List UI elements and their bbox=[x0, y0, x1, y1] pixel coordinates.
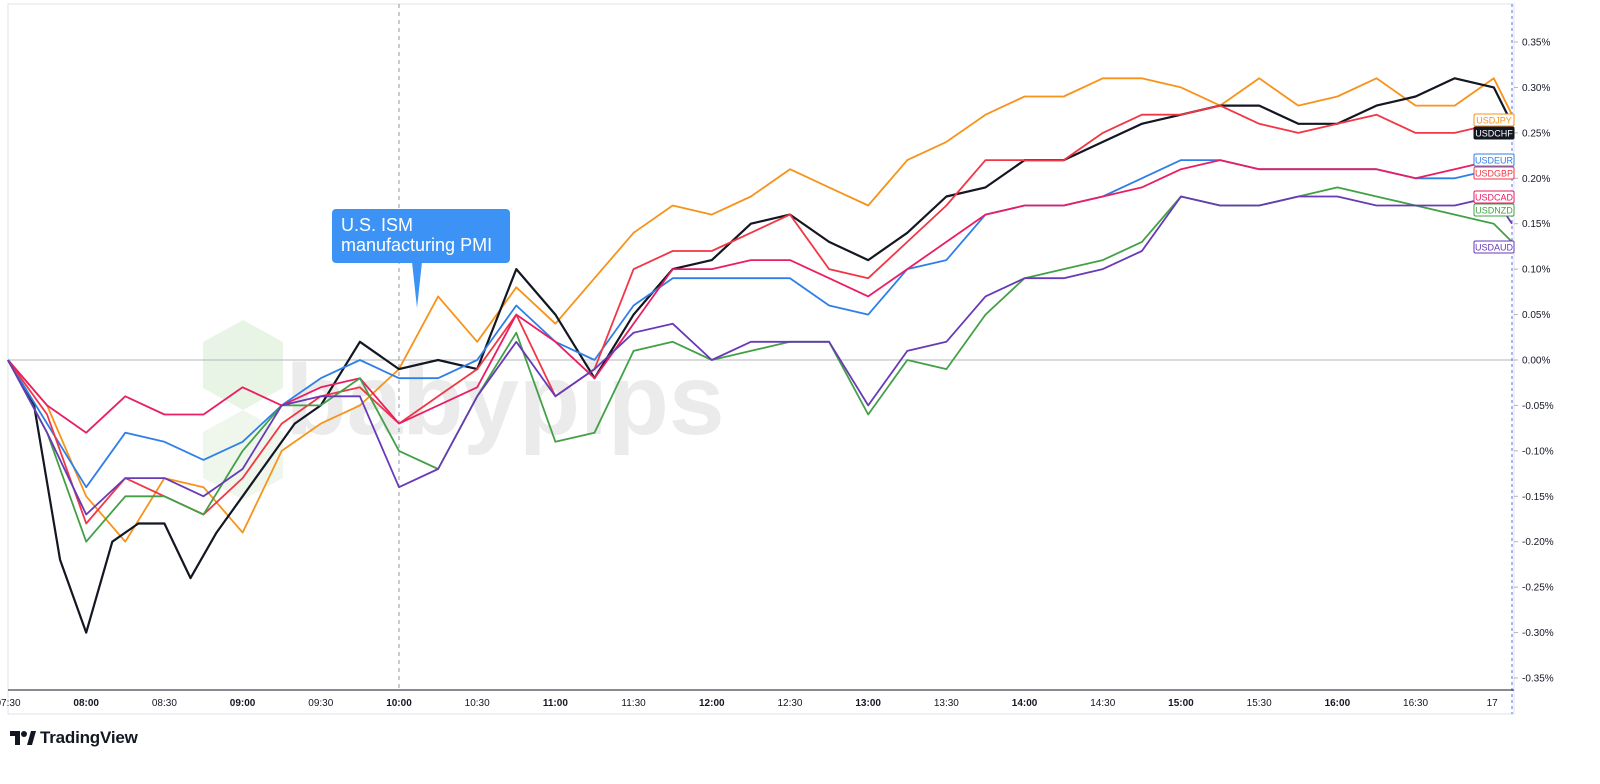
series-label-usdaud: USDAUD bbox=[1475, 243, 1514, 253]
series-label-usdnzd: USDNZD bbox=[1475, 206, 1513, 216]
x-tick-label: 10:30 bbox=[465, 698, 490, 709]
y-tick-label: -0.15% bbox=[1522, 492, 1554, 503]
watermark-hexagon-2 bbox=[203, 410, 283, 500]
x-tick-label: 10:00 bbox=[386, 698, 412, 709]
event-annotation: U.S. ISM manufacturing PMI bbox=[332, 209, 510, 263]
babypips-watermark: babypips bbox=[203, 320, 724, 500]
series-label-usdjpy: USDJPY bbox=[1476, 116, 1512, 126]
series-line-usdchf bbox=[7, 77, 1513, 634]
tradingview-brand[interactable]: TradingView bbox=[10, 728, 138, 748]
x-tick-label: 16:30 bbox=[1403, 698, 1428, 709]
x-tick-label: 14:30 bbox=[1090, 698, 1115, 709]
annotation-line-1: U.S. ISM bbox=[341, 215, 414, 235]
y-tick-label: -0.05% bbox=[1522, 401, 1554, 412]
y-tick-label: 0.10% bbox=[1522, 265, 1550, 276]
x-tick-label: 12:30 bbox=[777, 698, 802, 709]
x-tick-label: 09:00 bbox=[230, 698, 256, 709]
series-label-usdchf: USDCHF bbox=[1475, 129, 1513, 139]
series-label-box-usdjpy bbox=[1473, 113, 1515, 127]
series-label-usdgbp: USDGBP bbox=[1475, 169, 1513, 179]
series-line-usdjpy bbox=[7, 77, 1513, 543]
x-tick-label: 13:30 bbox=[934, 698, 959, 709]
y-tick-label: -0.20% bbox=[1522, 537, 1554, 548]
y-tick-label: 0.20% bbox=[1522, 174, 1550, 185]
y-tick-label: 0.15% bbox=[1522, 219, 1550, 230]
x-tick-label: 17 bbox=[1487, 698, 1499, 709]
x-tick-label: 09:30 bbox=[308, 698, 333, 709]
series-line-usdgbp bbox=[7, 104, 1513, 525]
x-tick-label: 13:00 bbox=[855, 698, 881, 709]
y-tick-label: 0.05% bbox=[1522, 310, 1550, 321]
tradingview-wordmark: TradingView bbox=[40, 728, 138, 747]
x-tick-label: 15:30 bbox=[1247, 698, 1272, 709]
series-line-usdaud bbox=[7, 195, 1513, 516]
x-tick-label: 08:00 bbox=[73, 698, 99, 709]
series-label-usdcad: USDCAD bbox=[1475, 193, 1514, 203]
x-tick-label: 11:30 bbox=[621, 698, 646, 709]
y-tick-label: 0.00% bbox=[1522, 356, 1550, 367]
series-label-box-usdcad bbox=[1473, 190, 1515, 204]
y-tick-label: 0.25% bbox=[1522, 128, 1550, 139]
watermark-hexagon bbox=[203, 320, 283, 410]
annotation-line-2: manufacturing PMI bbox=[341, 235, 493, 255]
series-label-usdeur: USDEUR bbox=[1475, 156, 1514, 166]
series-label-box-usdchf bbox=[1473, 126, 1515, 140]
x-tick-label: 14:00 bbox=[1012, 698, 1038, 709]
y-tick-label: 0.30% bbox=[1522, 83, 1550, 94]
x-tick-label: 15:00 bbox=[1168, 698, 1194, 709]
y-tick-label: -0.25% bbox=[1522, 583, 1554, 594]
x-tick-label: 16:00 bbox=[1325, 698, 1351, 709]
y-tick-label: -0.35% bbox=[1522, 674, 1554, 685]
y-tick-label: -0.10% bbox=[1522, 446, 1554, 457]
watermark-text: babypips bbox=[286, 344, 725, 456]
y-tick-label: 0.35% bbox=[1522, 38, 1550, 49]
series-label-box-usdgbp bbox=[1473, 166, 1515, 180]
x-tick-label: 08:30 bbox=[152, 698, 177, 709]
series-label-box-usdnzd bbox=[1473, 203, 1515, 217]
series-label-box-usdaud bbox=[1473, 240, 1515, 254]
x-tick-label: 07:30 bbox=[0, 698, 21, 709]
x-tick-label: 12:00 bbox=[699, 698, 725, 709]
annotation-pointer bbox=[412, 262, 422, 308]
tradingview-logo-icon bbox=[10, 731, 36, 745]
series-label-box-usdeur bbox=[1473, 153, 1515, 167]
series-line-usdcad bbox=[7, 159, 1512, 434]
y-tick-label: -0.30% bbox=[1522, 628, 1554, 639]
x-tick-label: 11:00 bbox=[543, 698, 568, 709]
